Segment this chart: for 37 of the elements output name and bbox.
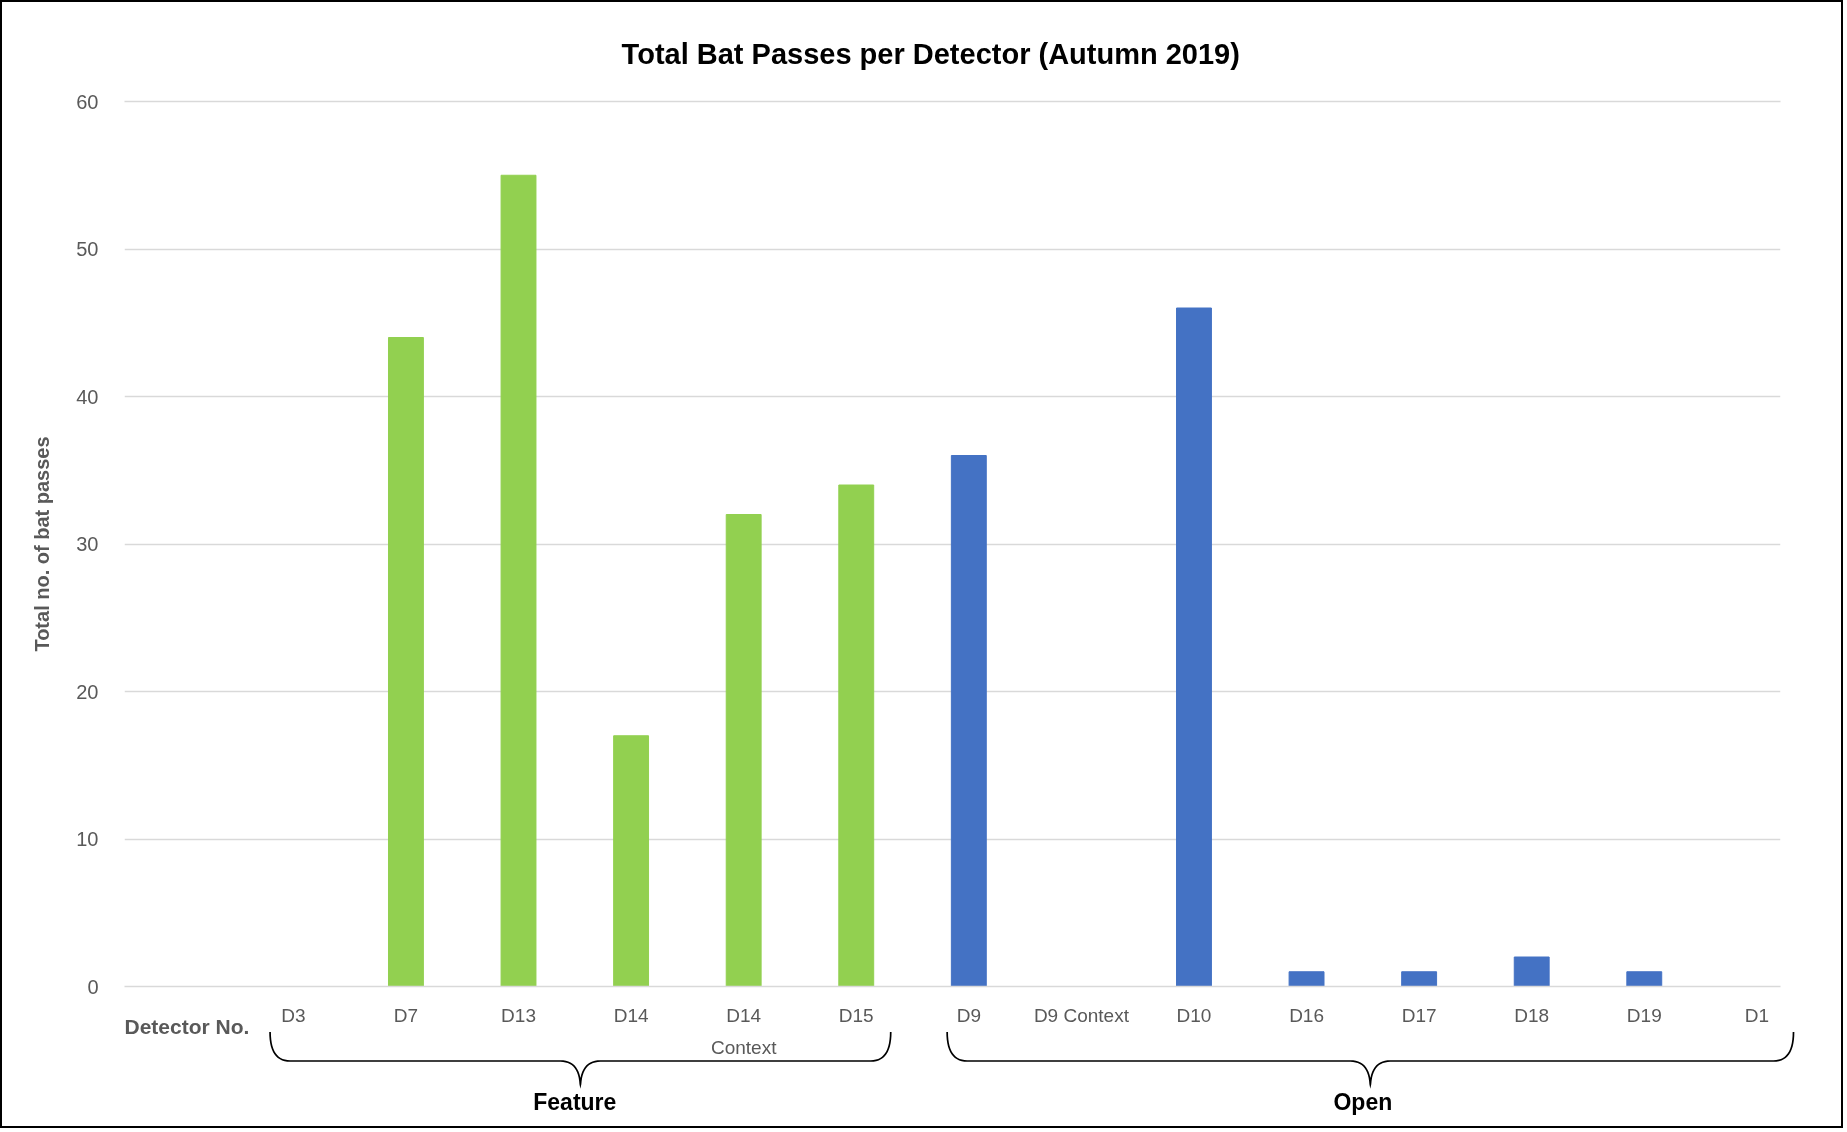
x-tick-label: D9 Context xyxy=(1033,1004,1130,1026)
bar xyxy=(838,484,875,987)
x-tick-label: D15 xyxy=(838,1004,874,1026)
y-tick-label: 40 xyxy=(76,385,99,408)
text: Feature xyxy=(533,1088,617,1115)
x-tick-label: D19 xyxy=(1626,1004,1662,1026)
text: Open xyxy=(1333,1088,1393,1115)
y-axis-title: Total no. of bat passes xyxy=(31,436,54,652)
bar xyxy=(725,514,762,987)
y-tick-label: 50 xyxy=(76,238,99,260)
bar xyxy=(1401,971,1438,987)
x-tick-label: D18 xyxy=(1514,1004,1550,1026)
y-tick-label: 10 xyxy=(76,828,99,850)
x-tick-label: D14 Context xyxy=(710,1004,778,1059)
y-tick-label: 60 xyxy=(76,90,99,113)
bar xyxy=(1176,307,1212,987)
bar xyxy=(1513,956,1550,987)
x-tick-label: D16 xyxy=(1289,1004,1324,1026)
bar xyxy=(387,337,424,987)
x-tick-label: D9 xyxy=(956,1004,981,1026)
x-tick-label: D14 xyxy=(613,1004,649,1026)
bar xyxy=(500,174,537,987)
x-tick-label: D1 xyxy=(1744,1004,1770,1026)
y-tick-label: 30 xyxy=(76,533,99,555)
x-tick-label: D3 xyxy=(281,1004,306,1026)
x-tick-label: D17 xyxy=(1401,1004,1437,1026)
bar xyxy=(613,735,650,987)
x-axis-title: Detector No. xyxy=(124,1015,250,1038)
x-tick-label: D10 xyxy=(1176,1004,1212,1026)
bar xyxy=(950,455,987,987)
y-tick-label: 0 xyxy=(87,975,99,998)
x-tick-label: D13 xyxy=(501,1004,536,1026)
bar xyxy=(1288,971,1325,987)
y-tick-label: 20 xyxy=(76,680,99,703)
x-tick-label: D7 xyxy=(393,1004,419,1026)
chart-title: Total Bat Passes per Detector (Autumn 2019) xyxy=(621,38,1240,70)
bar xyxy=(1626,971,1663,987)
